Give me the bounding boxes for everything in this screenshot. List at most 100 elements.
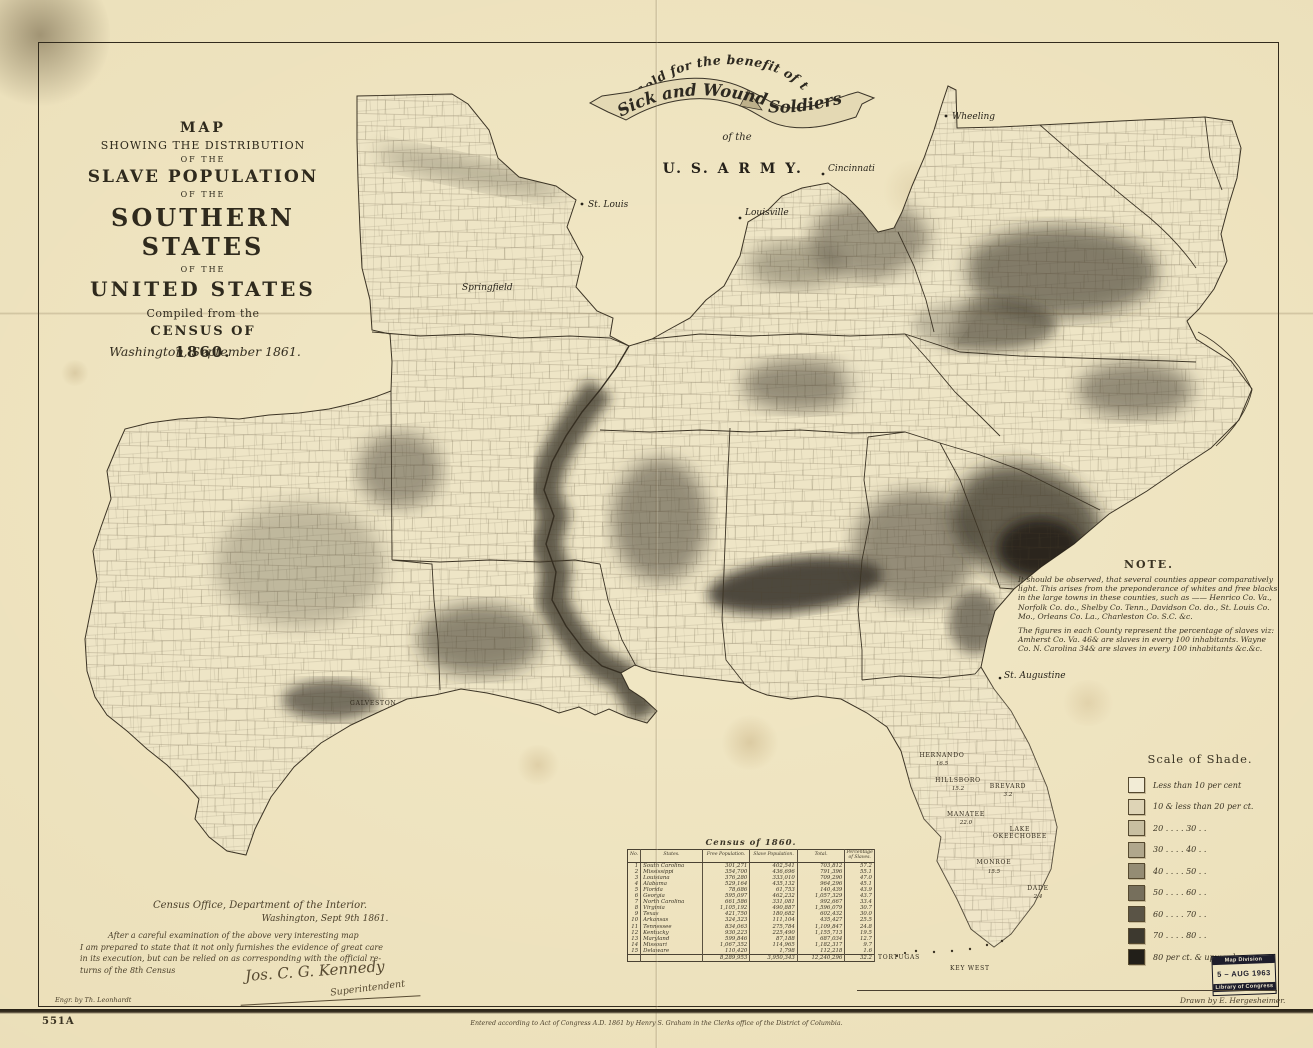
title-line: SHOWING THE DISTRIBUTION xyxy=(100,139,306,152)
letter-body: I am prepared to state that it not only … xyxy=(80,942,383,952)
label-tortugas: TORTUGAS xyxy=(878,954,920,961)
svg-text:16.5: 16.5 xyxy=(936,761,949,767)
title-line: MAP xyxy=(180,120,226,136)
legend-scale-of-shade: Scale of Shade. Less than 10 per cent 10… xyxy=(1100,752,1300,972)
outer-banks xyxy=(1197,331,1253,447)
legend-entry: 80 per ct. & upwards. xyxy=(1100,949,1300,965)
label-key-west: KEY WEST xyxy=(950,965,990,972)
letter-heading: Census Office, Department of the Interio… xyxy=(152,900,368,911)
census-office-letter: Census Office, Department of the Interio… xyxy=(80,900,440,976)
table-row: 9 Texas 421,750 180,682 602,432 30.0 xyxy=(627,911,875,918)
copyright-line: Entered according to Act of Congress A.D… xyxy=(470,1020,843,1027)
svg-text:22.0: 22.0 xyxy=(959,820,973,826)
title-line: Compiled from the xyxy=(70,307,336,320)
title-line: CENSUS OF xyxy=(150,324,256,339)
table-row: 6 Georgia 595,097 462,232 1,057,329 43.7 xyxy=(627,893,875,900)
table-row: 1 South Carolina 301,271 402,541 703,812 57.2 xyxy=(627,862,875,869)
legend-entry: 30 . . . . 40 . . xyxy=(1100,841,1300,858)
legend-swatch xyxy=(1128,884,1145,901)
title-line: OF THE xyxy=(180,190,226,199)
svg-text:15.5: 15.5 xyxy=(988,869,1001,875)
horizontal-fold-crease xyxy=(0,312,1313,315)
note-heading: NOTE. xyxy=(1123,558,1175,571)
census-header-row: No. States. Free Population. Slave Popul… xyxy=(627,849,875,863)
legend-swatch xyxy=(1128,820,1145,836)
vertical-fold-crease xyxy=(655,0,658,1048)
table-row: 8,289,953 3,950,343 12,240,296 32.2 xyxy=(627,953,875,962)
florida-county-labels: HERNANDO 16.5 HILLSBORO 15.2 BREVARD 3.2… xyxy=(919,752,1048,900)
county-label-monroe: MONROE xyxy=(977,859,1012,866)
legend-title: Scale of Shade. xyxy=(1147,752,1253,766)
florida-keys xyxy=(895,939,1004,958)
legend-swatch xyxy=(1128,798,1145,815)
county-label-dade: DADE xyxy=(1027,885,1049,892)
letter-dateline: Washington, Sept 9th 1861. xyxy=(261,914,389,924)
title-line: SLAVE POPULATION xyxy=(87,167,319,187)
legend-entry: 40 . . . . 50 . . xyxy=(1100,863,1300,879)
title-line: OF THE xyxy=(180,265,226,274)
title-line: OF THE xyxy=(180,155,226,164)
legend-entry: 60 . . . . 70 . . xyxy=(1100,906,1300,922)
legend-swatch xyxy=(1128,949,1145,965)
city-label-springfield: Springfield xyxy=(462,283,513,293)
banner-ribbon xyxy=(588,77,876,129)
county-label-brevard: BREVARD xyxy=(990,783,1027,790)
letter-body: in its execution, but can be relied on a… xyxy=(80,954,382,963)
plate-number: 551A xyxy=(42,1016,75,1027)
note-paragraph: The figures in each County represent the… xyxy=(1018,626,1275,654)
census-table-block: Census of 1860. No. States. Free Populat… xyxy=(627,838,875,963)
title-line: 1860. xyxy=(174,343,232,361)
table-row: 5 Florida 78,686 61,753 140,439 43.9 xyxy=(627,886,875,894)
city-labels: Wheeling Cincinnati Louisville St. Louis… xyxy=(350,112,1066,972)
note-paragraph: It should be observed, that several coun… xyxy=(1018,575,1278,621)
mississippi-river xyxy=(543,345,630,674)
legend-entry: 50 . . . . 60 . . xyxy=(1100,884,1300,901)
city-label-st-louis: St. Louis xyxy=(588,200,629,210)
svg-text:OKEECHOBEE: OKEECHOBEE xyxy=(993,833,1047,840)
title-dateline: Washington, September 1861. xyxy=(109,344,301,359)
city-label-st-augustine: St. Augustine xyxy=(1004,671,1066,681)
census-table: No. States. Free Population. Slave Popul… xyxy=(627,849,875,963)
map-border-frame xyxy=(38,42,1279,1007)
title-line: SOUTHERN STATES xyxy=(111,203,295,261)
svg-text:15.2: 15.2 xyxy=(952,786,965,792)
letter-body: After a careful examination of the above… xyxy=(108,931,359,940)
note-block: NOTE. It should be observed, that severa… xyxy=(1018,558,1280,659)
legend-swatch xyxy=(1128,863,1145,879)
city-label-wheeling: Wheeling xyxy=(952,112,995,122)
city-label-louisville: Louisville xyxy=(744,208,789,218)
census-table-title: Census of 1860. xyxy=(705,838,797,848)
legend-swatch xyxy=(1128,906,1145,922)
city-label-galveston: GALVESTON xyxy=(350,700,397,707)
legend-swatch xyxy=(1128,841,1145,858)
paper-bottom-edge xyxy=(0,1009,1313,1014)
legend-swatch xyxy=(1128,777,1145,793)
title-block: MAP SHOWING THE DISTRIBUTION OF THE SLAV… xyxy=(70,120,336,361)
state-boundaries xyxy=(371,116,1223,691)
label-lake-okeechobee: LAKE xyxy=(1010,826,1030,833)
engraver-credit: Engr. by Th. Leonhardt xyxy=(55,996,132,1004)
legend-entry: 10 & less than 20 per ct. xyxy=(1100,798,1300,815)
title-line: UNITED STATES xyxy=(90,277,316,301)
banner-army: U. S. A R M Y. xyxy=(663,161,804,177)
table-row: 7 North Carolina 661,586 331,081 992,667 33.4 xyxy=(627,899,875,906)
legend-entry: 20 . . . . 30 . . xyxy=(1100,820,1300,836)
banner-of-the: of the xyxy=(722,132,751,143)
table-row: 8 Virginia 1,105,192 490,887 1,596,079 30.7 xyxy=(627,905,875,912)
legend-swatch xyxy=(1128,927,1145,944)
table-row: 2 Mississippi 354,700 436,696 791,396 55.1 xyxy=(627,868,875,875)
county-label-hernando: HERNANDO xyxy=(919,752,964,759)
county-label-hillsboro: HILLSBORO xyxy=(935,777,981,784)
legend-entry: 70 . . . . 80 . . xyxy=(1100,927,1300,944)
city-label-cincinnati: Cincinnati xyxy=(828,164,875,174)
svg-text:3.2: 3.2 xyxy=(1004,792,1013,798)
